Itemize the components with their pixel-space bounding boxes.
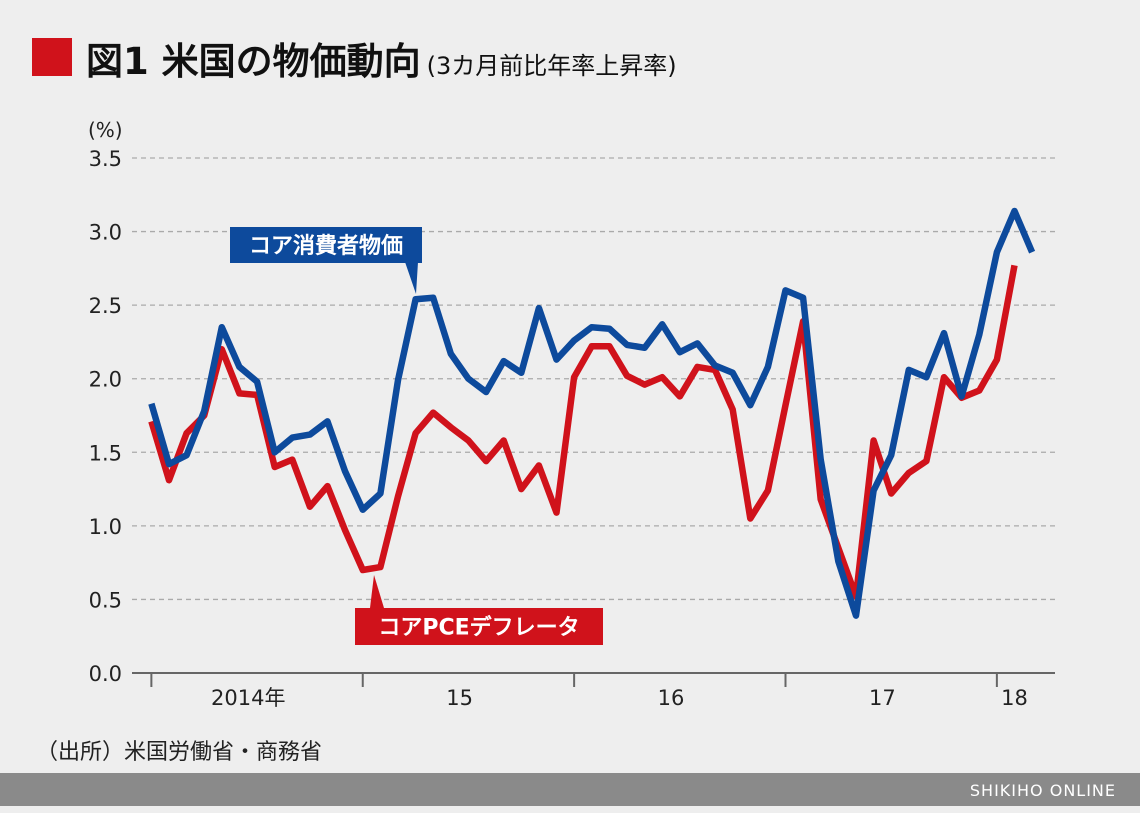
legend-item: コア消費者物価 [230, 227, 422, 294]
x-tick-label: 15 [446, 686, 473, 710]
legend-box [230, 227, 422, 263]
footer-text: SHIKIHO ONLINE [970, 781, 1116, 800]
y-tick-label: 1.5 [89, 441, 122, 465]
chart-title: 図1 米国の物価動向 [86, 40, 421, 83]
legend-label: コア消費者物価 [249, 233, 403, 259]
series-line [148, 207, 1036, 619]
legend-box [355, 608, 603, 645]
legend-pointer [405, 262, 418, 294]
x-tick-label: 16 [658, 686, 685, 710]
y-tick-label: 1.0 [89, 515, 122, 539]
chart-subtitle: (3カ月前比年率上昇率) [427, 52, 677, 80]
y-tick-label: 2.0 [89, 368, 122, 392]
y-tick-label: 0.0 [89, 662, 122, 686]
title-marker [32, 38, 72, 76]
x-tick-label: 18 [1001, 686, 1028, 710]
x-tick-label: 2014年 [211, 686, 285, 710]
legend-item: コアPCEデフレータ [355, 575, 603, 645]
title: 図1 米国の物価動向 (3カ月前比年率上昇率) [86, 40, 677, 83]
y-tick-label: 0.5 [89, 588, 122, 612]
legend-pointer [370, 575, 384, 608]
y-tick-label: 3.5 [89, 147, 122, 171]
y-tick-label: 2.5 [89, 294, 122, 318]
footer-bar [0, 773, 1140, 806]
series-line [148, 264, 1018, 600]
source: （出所）米国労働省・商務省 [36, 740, 322, 765]
y-unit: (%) [88, 118, 123, 142]
legend-label: コアPCEデフレータ [378, 615, 579, 641]
x-tick-label: 17 [869, 686, 896, 710]
y-tick-label: 3.0 [89, 221, 122, 245]
